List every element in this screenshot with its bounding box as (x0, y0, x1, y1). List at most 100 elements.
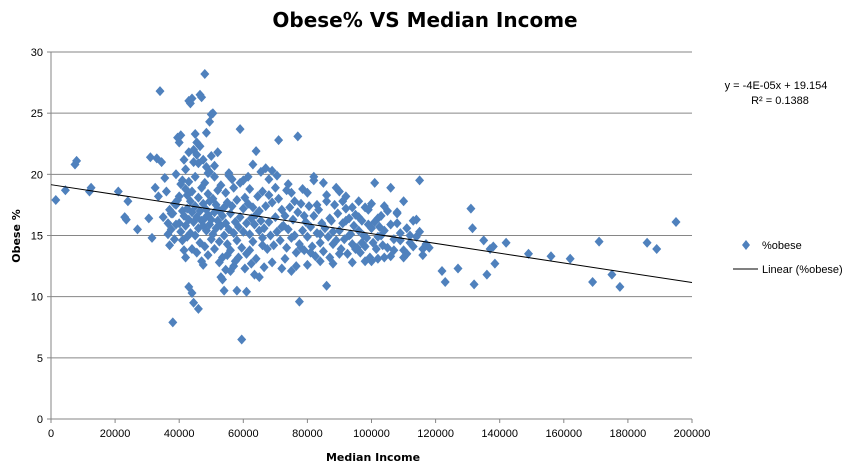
data-point (322, 190, 332, 201)
data-point (370, 177, 380, 188)
data-point (370, 217, 380, 227)
data-point (153, 191, 163, 202)
data-point (418, 250, 428, 261)
data-point (248, 159, 258, 170)
data-point (415, 175, 425, 186)
data-point (232, 235, 242, 246)
y-tick-label: 20 (31, 169, 43, 181)
data-point (238, 203, 248, 214)
data-point (190, 201, 200, 212)
data-point (280, 210, 290, 221)
data-point (187, 288, 197, 298)
data-point (160, 173, 170, 183)
data-point (251, 146, 261, 157)
data-point (203, 250, 213, 261)
data-point (323, 231, 333, 242)
data-point (267, 165, 277, 176)
data-point (274, 193, 284, 204)
data-point (205, 166, 215, 177)
data-point (237, 242, 247, 253)
data-point (343, 248, 352, 259)
data-point (234, 252, 243, 263)
data-point (386, 219, 396, 230)
data-point (214, 236, 224, 247)
data-point (383, 242, 392, 253)
data-point (234, 221, 243, 232)
data-point (206, 214, 216, 225)
data-point (328, 258, 338, 269)
data-point (298, 184, 308, 194)
data-point (205, 116, 215, 127)
data-point (235, 212, 245, 223)
data-point (371, 244, 381, 254)
trendline (50, 184, 693, 284)
data-point (314, 204, 324, 215)
data-point (453, 263, 463, 274)
data-point (158, 212, 168, 223)
data-point (187, 93, 197, 104)
data-point (270, 182, 280, 193)
data-point (218, 210, 227, 221)
data-point (360, 256, 370, 267)
data-point (291, 247, 301, 258)
data-point (275, 235, 285, 246)
data-point (524, 248, 533, 259)
data-point (274, 135, 284, 146)
data-point (437, 266, 447, 276)
data-point (165, 204, 175, 215)
x-tick-labels: 0 20000 40000 60000 80000 100000 120000 140000 1… (48, 419, 710, 440)
data-point (264, 174, 274, 185)
data-point (379, 201, 389, 212)
data-point (198, 154, 208, 165)
data-point (302, 231, 312, 242)
data-point (386, 182, 396, 193)
data-point (251, 253, 261, 264)
data-point (334, 186, 344, 197)
data-point (179, 154, 189, 165)
data-point (277, 263, 287, 274)
data-point (379, 252, 389, 263)
gridlines (51, 51, 692, 359)
data-point (165, 240, 175, 251)
data-point (339, 234, 349, 245)
data-point (309, 175, 319, 186)
data-point (256, 166, 266, 177)
data-point (195, 141, 205, 152)
data-point (357, 215, 367, 226)
data-point (360, 241, 370, 252)
data-point (301, 217, 311, 227)
x-tick-label: 80000 (292, 428, 323, 440)
data-point (216, 180, 226, 191)
data-point (221, 264, 231, 275)
data-point (245, 184, 255, 194)
data-point (242, 286, 251, 297)
data-point (392, 207, 402, 218)
data-point (179, 245, 189, 256)
data-point (121, 214, 131, 225)
data-point (347, 257, 357, 268)
data-point (386, 251, 396, 262)
chart-title: Obese% VS Median Income (272, 8, 577, 32)
data-point (272, 226, 282, 237)
trendline-equation: y = -4E-05x + 19.154 (725, 80, 828, 92)
data-point (286, 187, 296, 198)
data-point (671, 217, 681, 227)
data-point (294, 239, 304, 250)
data-point (200, 69, 210, 79)
data-point (197, 256, 207, 267)
data-point (341, 191, 351, 202)
data-point (218, 274, 227, 285)
data-point (310, 251, 320, 262)
legend-label-trendline: Linear (%obese) (762, 264, 843, 276)
data-point (312, 228, 322, 239)
x-tick-label: 160000 (545, 428, 582, 440)
data-point (267, 197, 277, 208)
y-tick-label: 25 (31, 108, 43, 120)
data-point (652, 244, 662, 254)
y-axis-title: Obese % (10, 209, 23, 263)
y-tick-labels: 0 5 10 15 20 25 30 (31, 47, 51, 426)
data-point (113, 186, 123, 197)
data-point (344, 213, 354, 224)
data-point (322, 280, 332, 291)
data-point (173, 195, 183, 205)
